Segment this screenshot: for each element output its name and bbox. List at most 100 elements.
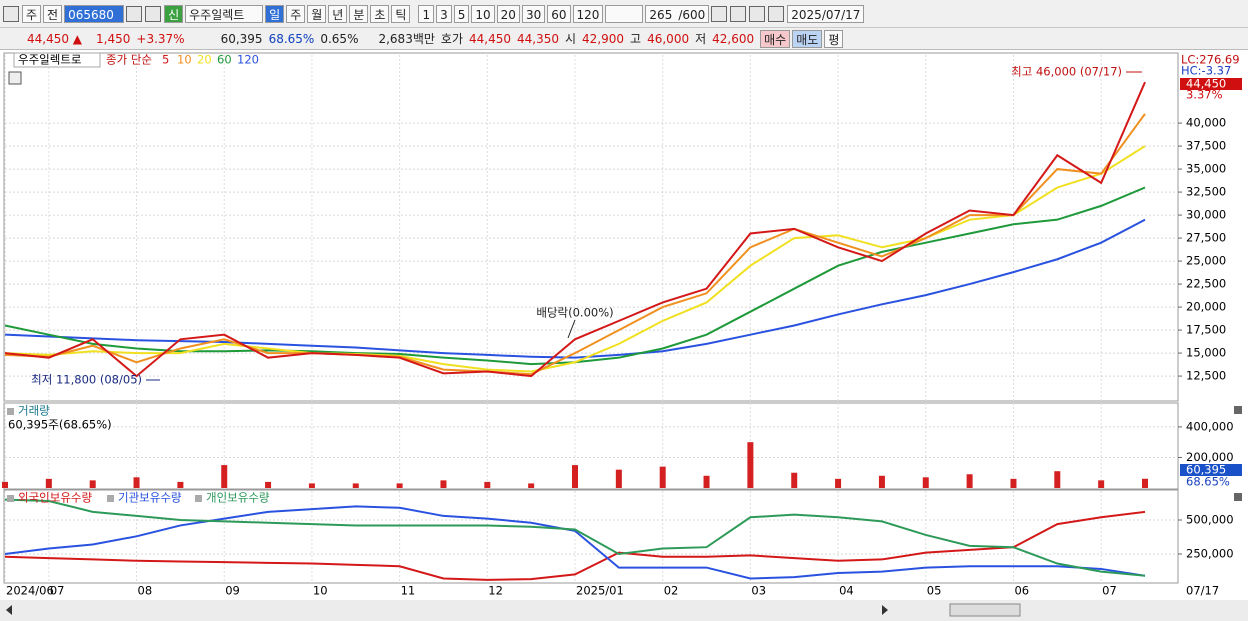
toolbar-button[interactable]: 초	[370, 4, 390, 23]
toolbar-button[interactable]: 주	[286, 4, 306, 23]
toolbar-button[interactable]: 년	[328, 4, 348, 23]
volume-bar	[45, 478, 52, 488]
toolbar-button[interactable]: 20	[496, 4, 520, 23]
scroll-right[interactable]	[882, 605, 888, 615]
legend-box	[13, 52, 101, 68]
x-tick-label: 05	[927, 584, 942, 598]
volume: 60,395	[220, 31, 263, 46]
count[interactable]: 265	[645, 4, 676, 23]
y-tick-label: 40,000	[1186, 116, 1226, 130]
x-tick-label: 10	[313, 584, 328, 598]
scroll-left[interactable]	[6, 605, 12, 615]
toolbar-button[interactable]: 월	[307, 4, 327, 23]
toolbar-button[interactable]: 5	[453, 4, 470, 23]
volume-bar	[133, 477, 140, 488]
volume-bar	[1142, 478, 1148, 488]
annotation: 최저 11,800 (08/05)	[31, 373, 142, 387]
date[interactable]: 2025/07/17	[787, 4, 865, 23]
zoom-slider[interactable]	[949, 603, 1021, 617]
change-pct: +3.37%	[136, 31, 185, 46]
volume-bar	[835, 478, 842, 488]
flat-button[interactable]: 평	[824, 29, 844, 48]
volume-bar	[703, 475, 710, 488]
series-line	[4, 145, 1146, 373]
market[interactable]: 주	[22, 4, 42, 23]
ask-label: 호가	[440, 32, 463, 46]
stock-name[interactable]: 우주일렉트	[185, 4, 264, 23]
y-tick-label: 35,000	[1186, 162, 1226, 176]
search-icon[interactable]	[126, 5, 143, 22]
y-tick-label: 27,500	[1186, 231, 1226, 245]
toolbar-button[interactable]: 틱	[391, 4, 411, 23]
toolbar-button[interactable]: 3	[436, 4, 452, 23]
series-line	[4, 81, 1146, 378]
high: 46,000	[647, 31, 690, 46]
side-label: LC:276.69	[1181, 53, 1240, 67]
ratio: 0.65%	[320, 31, 359, 46]
tool-icon[interactable]	[711, 5, 728, 22]
volume-bar	[2, 481, 8, 488]
y-tick-label: 250,000	[1186, 546, 1234, 560]
scrollbar[interactable]	[0, 600, 1248, 621]
series-line	[4, 505, 1146, 580]
code-input[interactable]: 065680	[64, 4, 125, 23]
volume-box	[1180, 464, 1242, 476]
volume-bar	[177, 481, 184, 488]
side-label: 60,395	[1186, 463, 1226, 477]
volume-bar	[1010, 478, 1017, 488]
x-tick-label: 11	[401, 584, 416, 598]
price-box	[1180, 78, 1242, 90]
volume-bar	[615, 469, 622, 488]
buy-button[interactable]: 매수	[760, 29, 791, 48]
intervals: 1 3 5 10 20 30 60 120	[418, 4, 605, 23]
annotation-arrow	[567, 319, 576, 339]
x-end-label: 07/17	[1186, 584, 1219, 598]
amount: 2,683백만	[378, 32, 435, 46]
toolbar-button[interactable]: 30	[521, 4, 546, 23]
y-tick-label: 20,000	[1186, 300, 1226, 314]
toolbar-button[interactable]: 일	[265, 4, 285, 23]
toolbar-button[interactable]: 10	[471, 4, 495, 23]
close-icon	[1234, 493, 1242, 501]
open-label: 시	[565, 32, 577, 46]
y-tick-label: 12,500	[1186, 369, 1226, 383]
y-tick-label: 25,000	[1186, 254, 1226, 268]
volume-bar	[221, 465, 228, 488]
sell-button[interactable]: 매도	[792, 29, 823, 48]
side-label: HC:-3.37	[1181, 64, 1231, 78]
quote-bar: 44,450 ▲ 1,450 +3.37% 60,395 68.65% 0.65…	[0, 28, 1248, 50]
series-line	[4, 498, 1146, 577]
volume-bar	[572, 465, 578, 488]
y-tick-label: 17,500	[1186, 323, 1226, 337]
toolbar-button[interactable]: 120	[572, 4, 604, 23]
background	[0, 50, 1248, 621]
settings-icon[interactable]	[768, 5, 785, 22]
legend-icon	[107, 495, 114, 502]
volume-bar	[528, 483, 535, 488]
legend-entry: 개인보유수량	[206, 491, 270, 505]
series-line	[4, 510, 1146, 581]
toolbar-button[interactable]: 60	[547, 4, 571, 23]
y-tick-label: 15,000	[1186, 346, 1226, 360]
price: 44,450 ▲	[27, 31, 83, 46]
toolbar-button[interactable]: 1	[418, 4, 435, 23]
bid: 44,350	[517, 31, 559, 46]
x-tick-label: 06	[1014, 584, 1029, 598]
volume-bar	[265, 481, 272, 488]
save-icon[interactable]	[749, 5, 766, 22]
sound-icon[interactable]	[145, 5, 162, 22]
interval-dropdown[interactable]	[605, 4, 644, 23]
menu-icon[interactable]	[3, 5, 19, 22]
series-line	[4, 218, 1146, 359]
tool-icon[interactable]	[730, 5, 747, 22]
side-label: 44,450	[1186, 77, 1226, 91]
x-tick-label: 09	[225, 584, 240, 598]
x-tick-label: 02	[664, 584, 679, 598]
board[interactable]: 전	[43, 4, 63, 23]
volume-bar	[791, 472, 798, 488]
toolbar-button[interactable]: 분	[349, 4, 369, 23]
x-tick-label: 07	[50, 584, 65, 598]
holdings-frame	[3, 489, 1179, 584]
volume-bar	[308, 483, 315, 488]
